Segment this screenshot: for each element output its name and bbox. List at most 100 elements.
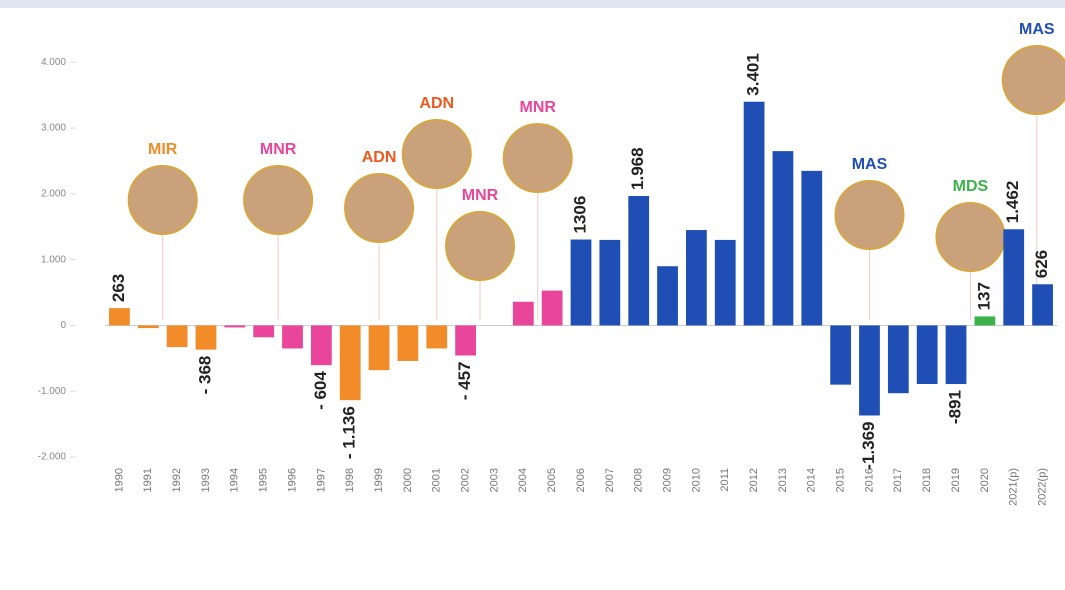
x-tick-label: 1991 xyxy=(142,468,154,492)
party-label: MNR xyxy=(462,187,499,204)
party-label: MNR xyxy=(520,99,557,116)
x-tick-label: 1996 xyxy=(286,468,298,492)
x-tick-label: 2003 xyxy=(488,468,500,492)
party-label: ADN xyxy=(362,149,397,166)
x-tick-label: 2006 xyxy=(575,468,587,492)
x-tick-label: 1998 xyxy=(344,468,356,492)
bar xyxy=(455,325,476,355)
portrait xyxy=(345,174,413,242)
portrait xyxy=(1003,46,1065,114)
x-tick-label: 2019 xyxy=(950,468,962,492)
party-label: MAS xyxy=(852,156,888,173)
bar xyxy=(311,325,332,365)
x-tick-label: 1993 xyxy=(200,468,212,492)
bar xyxy=(1003,229,1024,325)
data-label: 1.462 xyxy=(1003,181,1022,224)
bar xyxy=(224,325,245,327)
bar xyxy=(1032,284,1053,325)
bar xyxy=(571,240,592,326)
x-tick-label: 1994 xyxy=(229,468,241,492)
x-tick-label: 2010 xyxy=(690,468,702,492)
x-tick-label: 2013 xyxy=(777,468,789,492)
data-label: - 1.136 xyxy=(340,406,359,459)
x-tick-label: 1992 xyxy=(171,468,183,492)
y-tick-label: 2.000 xyxy=(41,189,66,200)
x-tick-label: 2009 xyxy=(661,468,673,492)
bar xyxy=(801,171,822,326)
x-tick-label: 2022(p) xyxy=(1036,468,1048,506)
y-tick-label: 3.000 xyxy=(41,123,66,134)
data-label: -1.369 xyxy=(859,421,878,469)
bar xyxy=(830,325,851,384)
bar xyxy=(109,308,130,325)
party-label: MDS xyxy=(953,178,989,195)
x-tick-label: 2000 xyxy=(402,468,414,492)
x-tick-label: 2020 xyxy=(979,468,991,492)
y-tick-label: 0 xyxy=(60,320,66,331)
data-label: - 604 xyxy=(311,371,330,410)
x-tick-label: 2017 xyxy=(892,468,904,492)
bar xyxy=(773,151,794,325)
x-tick-label: 1997 xyxy=(315,468,327,492)
portrait xyxy=(835,181,903,249)
bar xyxy=(167,325,188,347)
x-tick-label: 2007 xyxy=(604,468,616,492)
x-tick-label: 1995 xyxy=(258,468,270,492)
data-label: - 457 xyxy=(455,361,474,400)
data-label: 263 xyxy=(109,274,128,302)
data-label: 137 xyxy=(974,282,993,310)
bar xyxy=(426,325,447,348)
bar xyxy=(686,230,707,325)
top-bar xyxy=(0,0,1065,8)
bar xyxy=(974,316,995,325)
x-tick-label: 1990 xyxy=(113,468,125,492)
bar xyxy=(340,325,361,400)
portrait xyxy=(129,166,197,234)
party-label: MNR xyxy=(260,141,297,158)
x-tick-label: 2016 xyxy=(863,468,875,492)
party-label: ADN xyxy=(419,95,454,112)
bar xyxy=(398,325,419,361)
bar xyxy=(138,325,159,328)
bar xyxy=(715,240,736,326)
bar xyxy=(888,325,909,393)
x-tick-label: 2008 xyxy=(633,468,645,492)
data-label: 1.968 xyxy=(628,147,647,190)
bar xyxy=(917,325,938,384)
x-tick-label: 2002 xyxy=(460,468,472,492)
y-tick-label: -1.000 xyxy=(38,386,67,397)
x-tick-label: 2005 xyxy=(546,468,558,492)
x-tick-label: 2004 xyxy=(517,468,529,492)
portrait xyxy=(403,120,471,188)
portrait xyxy=(936,203,1004,271)
x-tick-label: 2014 xyxy=(806,468,818,492)
bar xyxy=(599,240,620,326)
bar xyxy=(859,325,880,415)
data-label: 626 xyxy=(1032,250,1051,278)
portrait xyxy=(504,124,572,192)
bar xyxy=(196,325,217,349)
bar xyxy=(369,325,390,370)
x-tick-label: 2001 xyxy=(431,468,443,492)
portrait xyxy=(244,166,312,234)
y-tick-label: 1.000 xyxy=(41,254,66,265)
y-tick-label: 4.000 xyxy=(41,57,66,68)
y-tick-label: -2.000 xyxy=(38,452,67,463)
bar xyxy=(542,291,563,326)
bar xyxy=(253,325,274,337)
data-label: 3.401 xyxy=(744,53,763,96)
x-tick-label: 2011 xyxy=(719,468,731,492)
x-tick-label: 1999 xyxy=(373,468,385,492)
bar xyxy=(946,325,967,384)
bar xyxy=(628,196,649,325)
x-tick-label: 2018 xyxy=(921,468,933,492)
party-label: MIR xyxy=(148,141,178,158)
chart: -2.000 -1.000 0 1.000 2.000 3.000 4.000 MIR MNR A… xyxy=(0,0,1065,590)
portrait xyxy=(446,212,514,280)
x-tick-label: 2015 xyxy=(835,468,847,492)
party-label: MAS xyxy=(1019,21,1055,38)
x-tick-label: 2012 xyxy=(748,468,760,492)
data-label: 1306 xyxy=(570,196,589,234)
data-label: -891 xyxy=(946,390,965,424)
bar xyxy=(657,266,678,325)
